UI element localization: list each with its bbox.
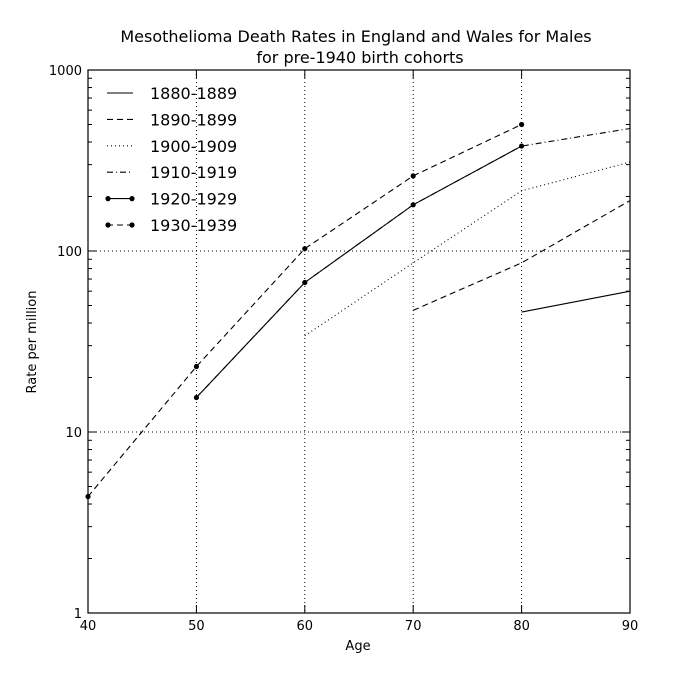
legend-entry: 1900-1909 xyxy=(107,137,237,156)
y-tick-label: 1000 xyxy=(49,64,82,79)
y-tick-label: 100 xyxy=(57,245,82,260)
data-point xyxy=(302,279,308,286)
legend-entry: 1910-1919 xyxy=(107,163,237,182)
series-1900-1909 xyxy=(304,161,631,337)
plot-frame xyxy=(87,69,631,614)
legend-entry: 1890-1899 xyxy=(107,110,237,129)
legend-entry: 1880-1889 xyxy=(107,84,237,103)
series-1890-1899 xyxy=(412,200,631,311)
grid xyxy=(88,70,630,613)
x-tick-labels: 40 50 60 70 80 90 xyxy=(80,619,639,634)
series-line xyxy=(412,200,631,311)
legend-label: 1930-1939 xyxy=(150,216,237,235)
chart-title-line-1: Mesothelioma Death Rates in England and … xyxy=(120,27,591,46)
legend-marker xyxy=(129,196,135,202)
legend-entry: 1920-1929 xyxy=(105,190,237,209)
x-axis-label: Age xyxy=(345,639,370,654)
x-tick-label: 80 xyxy=(513,619,530,634)
series-line xyxy=(195,145,522,398)
y-tick-label: 10 xyxy=(65,426,82,441)
data-point xyxy=(410,173,416,179)
data-point xyxy=(302,246,308,252)
series-line xyxy=(521,290,631,313)
series-line xyxy=(195,127,631,398)
legend-label: 1890-1899 xyxy=(150,110,237,129)
chart-title: Mesothelioma Death Rates in England and … xyxy=(120,27,591,67)
x-tick-label: 70 xyxy=(405,619,422,634)
series-1920-1929 xyxy=(193,143,525,401)
x-tick-label: 40 xyxy=(80,619,97,634)
legend-marker xyxy=(105,196,111,202)
series-1930-1939 xyxy=(85,121,525,500)
data-point xyxy=(519,121,525,128)
series-1880-1889 xyxy=(521,290,631,313)
data-point xyxy=(193,394,199,401)
series-layer xyxy=(85,121,631,500)
y-tick-labels: 1 10 100 1000 xyxy=(49,64,82,622)
series-1910-1919 xyxy=(195,127,631,398)
legend-label: 1910-1919 xyxy=(150,163,237,182)
x-tick-label: 90 xyxy=(622,619,639,634)
y-tick-label: 1 xyxy=(74,607,82,622)
series-line xyxy=(304,161,631,337)
legend: 1880-1889 1890-1899 1900-1909 1910-1919 1920… xyxy=(105,84,237,235)
chart-title-line-2: for pre-1940 birth cohorts xyxy=(256,48,463,67)
legend-label: 1900-1909 xyxy=(150,137,237,156)
legend-label: 1880-1889 xyxy=(150,84,237,103)
series-line xyxy=(87,123,522,497)
legend-marker xyxy=(105,222,111,228)
legend-entry: 1930-1939 xyxy=(105,216,237,235)
axis-ticks xyxy=(87,69,631,614)
data-point xyxy=(519,143,525,149)
data-point xyxy=(410,202,416,208)
x-tick-label: 60 xyxy=(297,619,314,634)
legend-marker xyxy=(129,222,135,228)
data-point xyxy=(193,363,199,370)
y-axis-label: Rate per million xyxy=(25,291,40,394)
legend-label: 1920-1929 xyxy=(150,190,237,209)
x-tick-label: 50 xyxy=(188,619,205,634)
